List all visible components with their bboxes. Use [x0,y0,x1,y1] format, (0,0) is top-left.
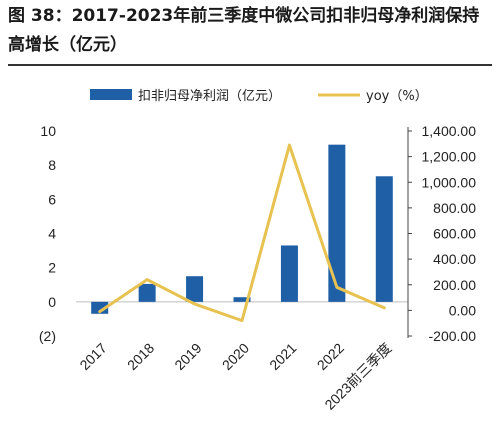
line-series [98,143,386,323]
x-tick-label: 2022 [314,340,347,373]
bar [375,176,393,302]
bar [280,245,298,302]
bar [233,297,251,302]
left-tick-label: 4 [48,226,56,242]
bar [186,276,204,302]
right-tick-label: 200.00 [433,277,476,293]
left-tick-label: 10 [40,123,56,139]
bar [138,283,156,302]
title-divider [8,64,492,66]
right-tick-label: 1,400.00 [422,123,477,139]
bar [328,144,346,302]
legend-swatch-bar [90,89,132,100]
x-tick-label: 2017 [76,340,109,373]
left-tick-label: 0 [48,294,56,310]
right-tick-label: 1,200.00 [422,149,477,165]
right-tick-label: 0.00 [449,302,476,318]
x-tick-label: 2020 [219,340,252,373]
left-tick-label: (2) [39,328,56,344]
right-tick-label: -200.00 [429,328,477,344]
yoy-line [98,143,386,323]
x-tick-label: 2019 [171,340,204,373]
left-tick-label: 8 [48,157,56,173]
bar-series [91,144,393,314]
left-tick-label: 2 [48,260,56,276]
legend-label-line: yoy（%） [366,89,428,104]
bar [91,301,109,314]
right-tick-label: 600.00 [433,226,476,242]
legend-label-bar: 扣非归母净利润（亿元） [138,89,281,104]
right-tick-label: 1,000.00 [422,174,477,190]
x-tick-label: 2021 [266,340,299,373]
x-tick-label: 2018 [124,340,157,373]
right-tick-label: 400.00 [433,251,476,267]
left-tick-label: 6 [48,191,56,207]
legend: 扣非归母净利润（亿元） yoy（%） [90,89,428,104]
right-tick-label: 800.00 [433,200,476,216]
figure-title: 图 38：2017-2023年前三季度中微公司扣非归母净利润保持高增长（亿元） [8,6,480,55]
